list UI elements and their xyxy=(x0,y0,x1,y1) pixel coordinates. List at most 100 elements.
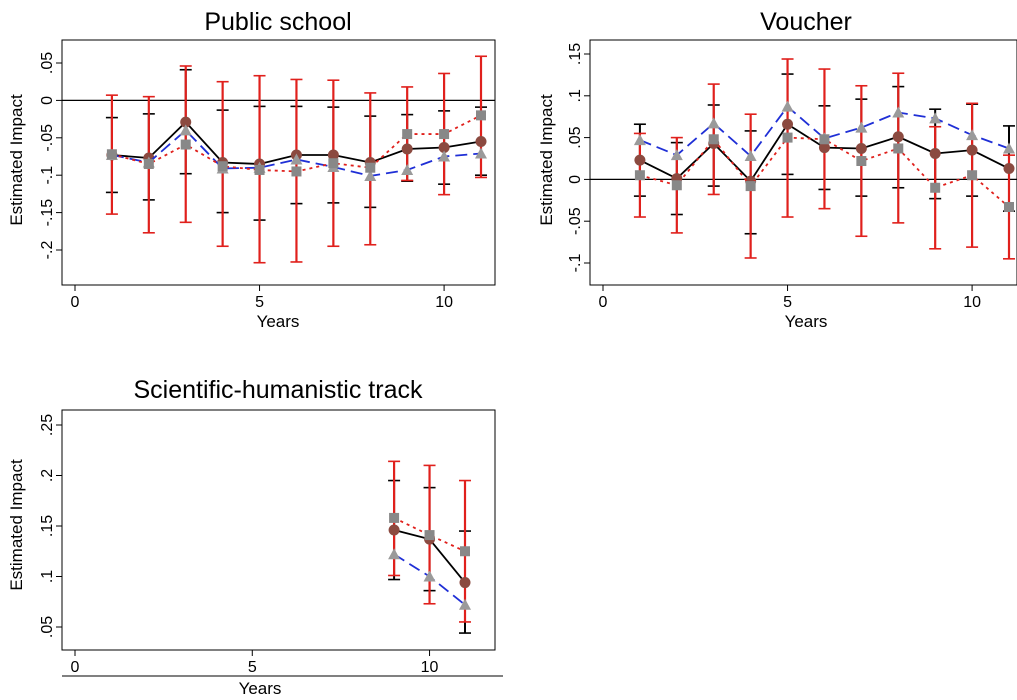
data-point xyxy=(423,570,436,582)
data-point xyxy=(476,110,486,121)
data-point xyxy=(892,106,905,118)
data-point xyxy=(707,117,720,129)
data-point xyxy=(327,149,339,161)
y-tick-label: .2 xyxy=(39,469,56,482)
data-point xyxy=(180,116,192,128)
data-point xyxy=(475,136,487,148)
y-tick-label: 0 xyxy=(39,96,56,105)
x-tick-label: 10 xyxy=(963,294,981,311)
data-point xyxy=(966,129,979,141)
series-line xyxy=(639,105,1010,158)
data-point xyxy=(929,147,941,159)
data-point xyxy=(967,170,978,181)
data-point xyxy=(782,132,793,143)
y-tick-label: -.1 xyxy=(39,166,56,185)
data-point xyxy=(438,142,450,154)
y-tick-label: .05 xyxy=(39,616,56,638)
data-point xyxy=(106,149,117,160)
data-point xyxy=(180,139,191,150)
data-point xyxy=(365,162,376,173)
data-point xyxy=(401,143,413,155)
x-tick-label: 0 xyxy=(599,294,608,311)
data-point xyxy=(460,546,470,557)
x-axis-label: Years xyxy=(239,679,282,698)
x-tick-label: 0 xyxy=(71,294,80,311)
data-point xyxy=(475,147,487,159)
data-point xyxy=(388,548,401,560)
data-point xyxy=(855,142,867,154)
data-point xyxy=(671,180,682,191)
panel-voucher: Voucher Years Estimated Impact -.1 -.05 0.… xyxy=(537,8,1017,331)
data-point xyxy=(290,153,303,165)
data-point xyxy=(782,118,794,130)
data-point xyxy=(179,124,192,136)
data-point xyxy=(364,169,377,181)
panel-title: Scientific-humanistic track xyxy=(134,376,423,404)
x-tick-label: 10 xyxy=(435,294,453,311)
data-point xyxy=(401,163,414,175)
y-tick-label: -.15 xyxy=(39,199,56,227)
data-point xyxy=(634,170,645,181)
data-point xyxy=(1003,163,1015,175)
data-point xyxy=(818,142,830,154)
y-tick-label: 0 xyxy=(567,175,584,184)
data-point xyxy=(402,129,413,140)
data-point xyxy=(291,166,302,177)
y-tick-label: .05 xyxy=(39,52,56,74)
data-point xyxy=(143,158,154,169)
data-point xyxy=(634,154,646,166)
data-point xyxy=(328,158,339,169)
data-point xyxy=(439,129,450,140)
data-point xyxy=(781,100,794,112)
x-tick-label: 5 xyxy=(248,659,257,676)
data-point xyxy=(708,134,719,145)
y-tick-label: -.1 xyxy=(567,254,584,273)
panel-title: Voucher xyxy=(760,8,852,36)
y-tick-label: -.05 xyxy=(39,124,56,152)
panel-scientific-humanistic-track: Scientific-humanistic track Years Estima… xyxy=(7,376,503,698)
data-point xyxy=(388,524,400,536)
data-point xyxy=(1003,142,1015,154)
y-tick-label: -.05 xyxy=(567,207,584,235)
data-point xyxy=(856,156,867,167)
data-point xyxy=(855,121,868,133)
data-point xyxy=(424,530,435,541)
data-point xyxy=(254,164,265,175)
y-axis-label: Estimated Impact xyxy=(537,94,556,226)
series-line xyxy=(393,517,466,553)
data-point xyxy=(633,134,646,146)
data-point xyxy=(892,131,904,143)
data-point xyxy=(459,598,471,610)
y-tick-label: .05 xyxy=(567,126,584,148)
panel-title: Public school xyxy=(204,8,351,36)
plot-frame xyxy=(61,409,496,651)
y-axis-label: Estimated Impact xyxy=(7,459,26,591)
x-tick-label: 5 xyxy=(783,294,792,311)
y-tick-label: -.2 xyxy=(39,241,56,260)
data-point xyxy=(930,182,941,193)
x-axis-label: Years xyxy=(785,312,828,331)
data-point xyxy=(929,112,942,124)
x-axis-label: Years xyxy=(257,312,300,331)
data-point xyxy=(819,134,830,145)
data-point xyxy=(893,143,904,154)
data-point xyxy=(217,161,228,172)
data-point xyxy=(670,149,683,161)
plot-frame xyxy=(61,39,496,286)
y-tick-label: .1 xyxy=(567,89,584,102)
data-point xyxy=(1004,201,1014,212)
data-point xyxy=(744,149,757,161)
y-axis-label: Estimated Impact xyxy=(7,94,26,226)
data-point xyxy=(459,577,471,589)
x-tick-label: 10 xyxy=(421,659,439,676)
data-point xyxy=(389,512,400,523)
y-tick-label: .25 xyxy=(39,414,56,436)
y-tick-label: .1 xyxy=(39,570,56,583)
data-point xyxy=(438,150,451,162)
plot-frame xyxy=(589,39,1017,286)
x-tick-label: 5 xyxy=(255,294,264,311)
data-point xyxy=(745,181,756,192)
panel-public-school: Public school Years Estimated Impact -.2… xyxy=(7,8,496,331)
y-tick-label: .15 xyxy=(39,515,56,537)
